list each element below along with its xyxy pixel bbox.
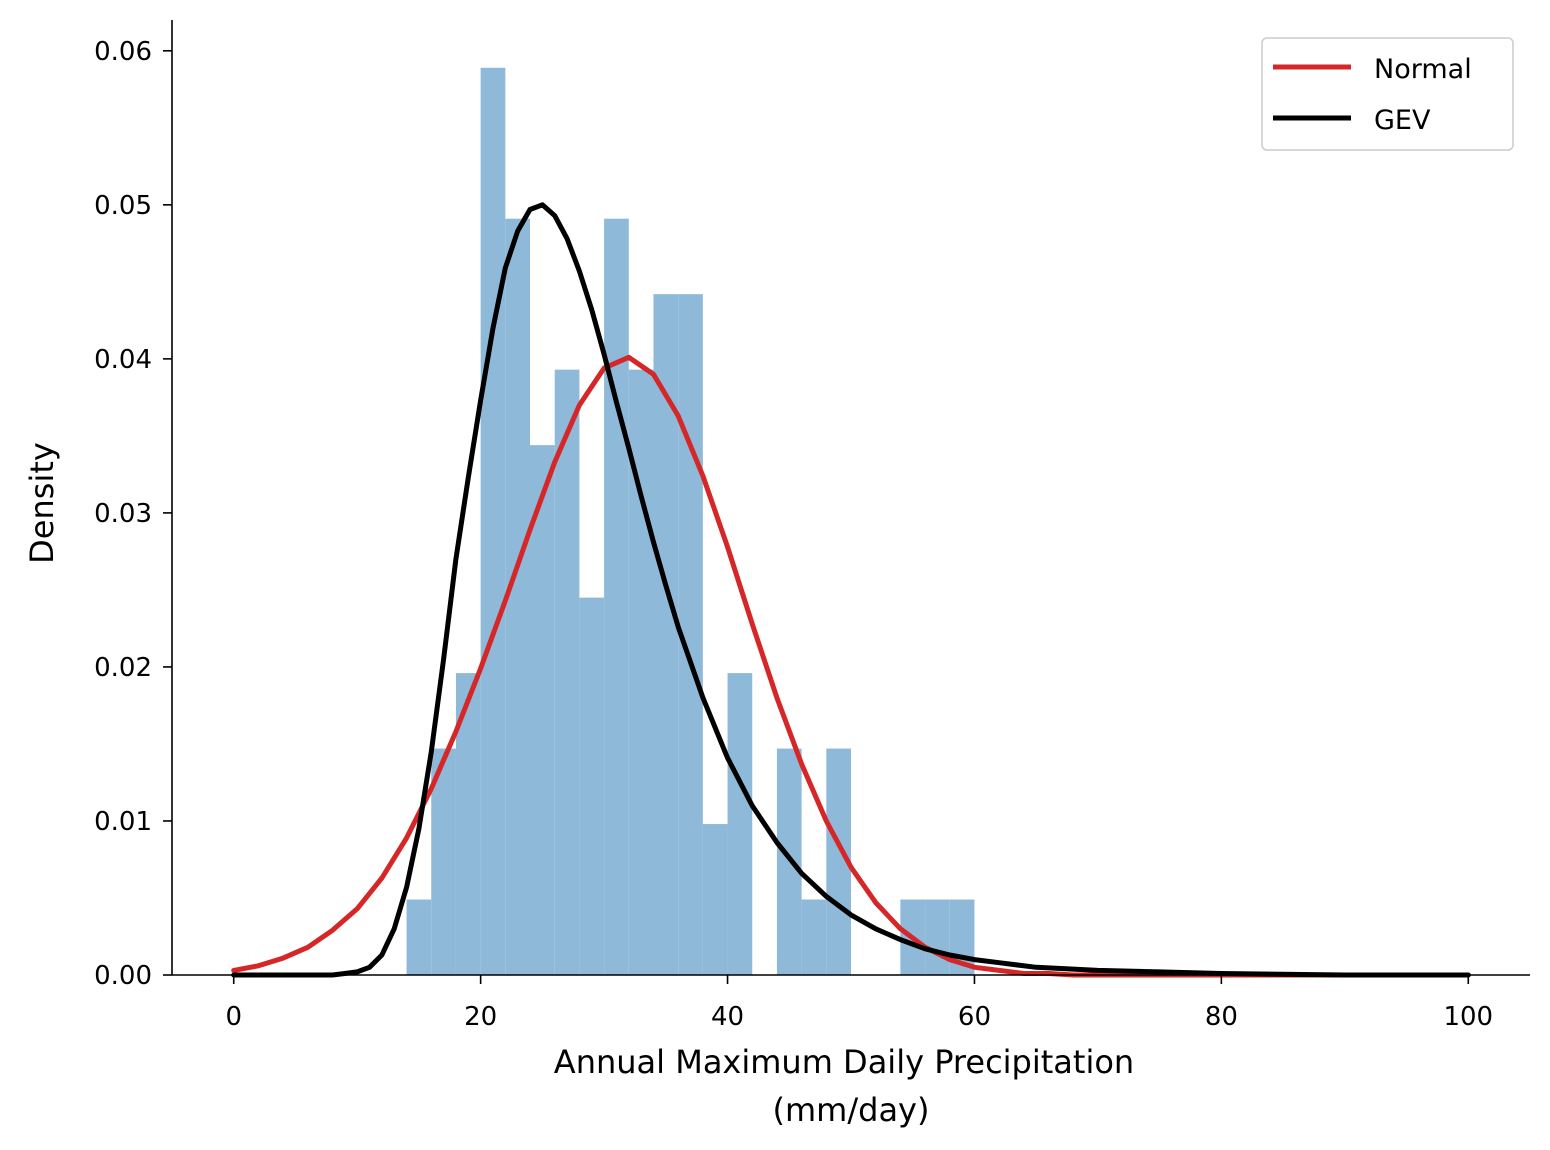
x-axis-ticks: 0 20 40 60 80 100 — [225, 975, 1493, 1032]
x-tick-label: 80 — [1205, 1002, 1238, 1032]
curve-normal — [231, 354, 1471, 978]
curve-gev — [231, 202, 1471, 978]
histogram-bar — [801, 899, 827, 975]
histogram-bar — [604, 218, 629, 976]
histogram-bar — [925, 899, 950, 975]
y-tick-label: 0.03 — [94, 499, 152, 529]
histogram-bar — [406, 899, 432, 975]
y-tick-label: 0.01 — [94, 807, 152, 837]
histogram-bar — [554, 369, 580, 976]
legend-normal-label: Normal — [1374, 54, 1472, 85]
y-tick-label: 0.04 — [94, 345, 152, 375]
x-tick-label: 100 — [1443, 1002, 1493, 1032]
y-tick-label: 0.06 — [94, 37, 152, 67]
histogram-bar — [579, 597, 605, 975]
x-tick-label: 0 — [225, 1002, 242, 1032]
y-tick-label: 0.02 — [94, 653, 152, 683]
legend-gev-label: GEV — [1374, 105, 1431, 136]
histogram-bar — [505, 218, 531, 976]
y-axis-ticks: 0.00 0.01 0.02 0.03 0.04 0.05 0.06 — [94, 37, 172, 991]
histogram-bar — [702, 824, 728, 975]
x-tick-label: 40 — [711, 1002, 744, 1032]
density-curves — [231, 202, 1471, 978]
histogram-bar — [431, 748, 456, 975]
y-tick-label: 0.00 — [94, 961, 152, 991]
histogram-bar — [530, 445, 555, 975]
histogram-bars — [406, 67, 975, 976]
x-axis-title-line2: (mm/day) — [773, 1091, 930, 1129]
x-tick-label: 20 — [464, 1002, 497, 1032]
histogram-bar — [480, 67, 506, 975]
y-tick-label: 0.05 — [94, 191, 152, 221]
x-tick-label: 60 — [958, 1002, 991, 1032]
histogram-bar — [727, 673, 753, 975]
x-axis-title-line1: Annual Maximum Daily Precipitation — [554, 1043, 1134, 1081]
y-axis-title: Density — [23, 442, 61, 564]
legend: Normal GEV — [1261, 37, 1514, 151]
